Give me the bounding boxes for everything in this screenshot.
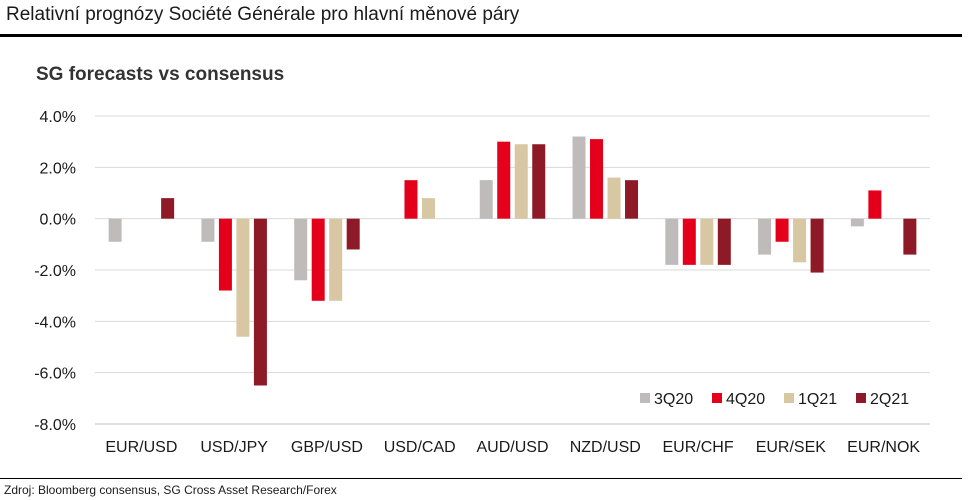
- bar: [758, 218, 772, 255]
- bar: [253, 218, 267, 386]
- bar: [421, 198, 435, 219]
- bar: [590, 139, 604, 219]
- bar: [810, 218, 824, 273]
- x-tick-label: NZD/USD: [570, 439, 641, 456]
- bar: [497, 141, 511, 219]
- y-axis-labels: 4.0% 2.0% 0.0% -2.0% -4.0% -6.0% -8.0%: [34, 109, 76, 434]
- bar-chart: SG forecasts vs consensus 4.0% 2.0% 0.0% -2…: [34, 64, 930, 456]
- chart-title: SG forecasts vs consensus: [36, 64, 284, 85]
- bar: [682, 218, 696, 265]
- chart-bars: [108, 136, 917, 386]
- bar: [700, 218, 714, 265]
- x-tick-label: EUR/SEK: [756, 439, 827, 456]
- x-tick-label: EUR/CHF: [663, 439, 734, 456]
- bar: [479, 180, 493, 219]
- legend-swatch: [856, 393, 866, 403]
- y-tick-label: -8.0%: [34, 417, 76, 434]
- bottom-rule: [0, 478, 962, 479]
- bar: [625, 180, 639, 219]
- x-tick-label: GBP/USD: [291, 439, 363, 456]
- bar: [108, 218, 122, 242]
- y-tick-label: 4.0%: [40, 109, 76, 126]
- bar: [311, 218, 325, 301]
- bar: [775, 218, 789, 242]
- x-tick-label: USD/JPY: [200, 439, 268, 456]
- source-note: Zdroj: Bloomberg consensus, SG Cross Ass…: [4, 483, 337, 497]
- y-tick-label: -6.0%: [34, 366, 76, 383]
- bar: [201, 218, 215, 242]
- y-tick-label: -2.0%: [34, 263, 76, 280]
- x-tick-label: EUR/USD: [105, 439, 177, 456]
- bar: [607, 177, 621, 219]
- bar: [329, 218, 343, 301]
- bar: [404, 180, 418, 219]
- title-rule: [0, 34, 962, 37]
- y-tick-label: 2.0%: [40, 160, 76, 177]
- y-tick-label: -4.0%: [34, 314, 76, 331]
- legend-label: 3Q20: [654, 391, 693, 408]
- legend-label: 1Q21: [798, 391, 837, 408]
- bar: [236, 218, 250, 337]
- bar: [514, 144, 528, 219]
- bar: [850, 218, 864, 227]
- x-tick-label: AUD/USD: [476, 439, 548, 456]
- bar: [572, 136, 586, 219]
- legend-swatch: [640, 393, 650, 403]
- bar: [903, 218, 917, 255]
- x-tick-label: EUR/NOK: [847, 439, 920, 456]
- legend-label: 2Q21: [870, 391, 909, 408]
- bar: [294, 218, 308, 281]
- legend-swatch: [712, 393, 722, 403]
- bar: [346, 218, 360, 250]
- x-axis-labels: EUR/USD USD/JPY GBP/USD USD/CAD AUD/USD NZD/U…: [105, 439, 920, 456]
- bar: [218, 218, 232, 291]
- bar: [717, 218, 731, 265]
- page-title: Relativní prognózy Société Générale pro …: [6, 4, 520, 25]
- bar: [532, 144, 546, 219]
- y-tick-label: 0.0%: [40, 212, 76, 229]
- bar: [868, 190, 882, 219]
- bar: [161, 198, 175, 219]
- x-tick-label: USD/CAD: [384, 439, 456, 456]
- legend-label: 4Q20: [726, 391, 765, 408]
- legend-swatch: [784, 393, 794, 403]
- bar: [793, 218, 807, 263]
- bar: [665, 218, 679, 265]
- chart-legend: 3Q20 4Q20 1Q21 2Q21: [640, 391, 909, 408]
